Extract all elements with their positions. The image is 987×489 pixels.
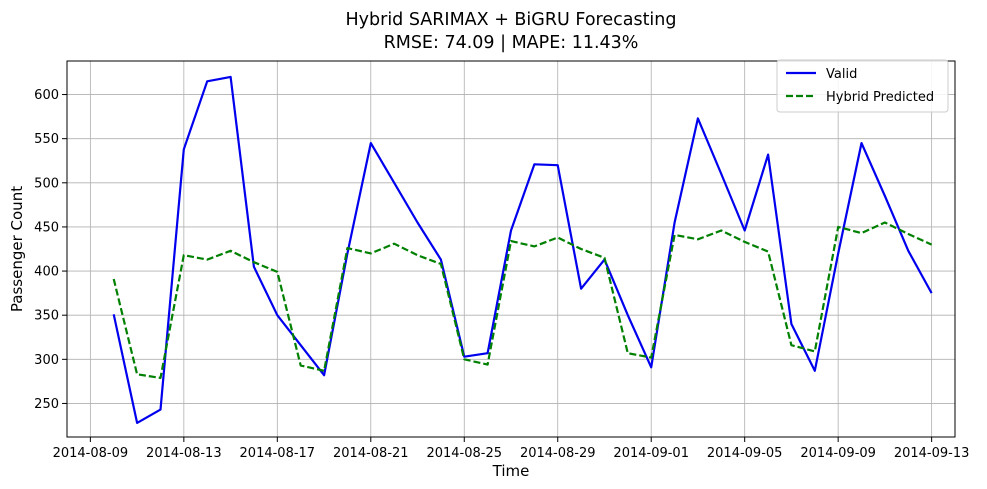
x-tick-label: 2014-08-21 (333, 446, 409, 461)
legend: Valid Hybrid Predicted (776, 59, 949, 113)
y-tick-label: 550 (34, 132, 59, 147)
y-axis-title: Passenger Count (8, 186, 26, 312)
y-tick-label: 400 (34, 265, 59, 280)
x-axis: 2014-08-09 2014-08-13 2014-08-17 2014-08-21… (53, 437, 970, 461)
series-line-valid (112, 75, 933, 424)
x-tick-label: 2014-09-13 (894, 446, 970, 461)
x-tick-label: 2014-08-09 (53, 446, 129, 461)
x-tick-label: 2014-08-13 (146, 446, 222, 461)
x-tick-label: 2014-08-29 (520, 446, 596, 461)
chart-title: Hybrid SARIMAX + BiGRU Forecasting (346, 10, 677, 30)
legend-label-hybrid-predicted: Hybrid Predicted (826, 90, 934, 105)
x-axis-title: Time (492, 462, 530, 480)
plot-area-border (66, 60, 956, 438)
y-tick-label: 350 (34, 309, 59, 324)
y-tick-label: 500 (34, 176, 59, 191)
x-tick-label: 2014-09-09 (800, 446, 876, 461)
legend-label-valid: Valid (826, 67, 857, 82)
chart-subtitle: RMSE: 74.09 | MAPE: 11.43% (384, 33, 639, 53)
legend-box (776, 59, 949, 113)
y-tick-label: 600 (34, 88, 59, 103)
x-tick-label: 2014-08-17 (240, 446, 316, 461)
x-tick-label: 2014-09-05 (707, 446, 783, 461)
y-tick-label: 450 (34, 220, 59, 235)
x-tick-label: 2014-09-01 (613, 446, 689, 461)
y-axis: 250 300 350 400 450 500 550 600 (34, 88, 67, 412)
y-tick-label: 300 (34, 353, 59, 368)
grid-lines (67, 61, 955, 437)
y-tick-label: 250 (34, 397, 59, 412)
series-layer (112, 75, 933, 424)
x-tick-label: 2014-08-25 (426, 446, 502, 461)
series-line-hybrid-predicted (112, 221, 933, 379)
